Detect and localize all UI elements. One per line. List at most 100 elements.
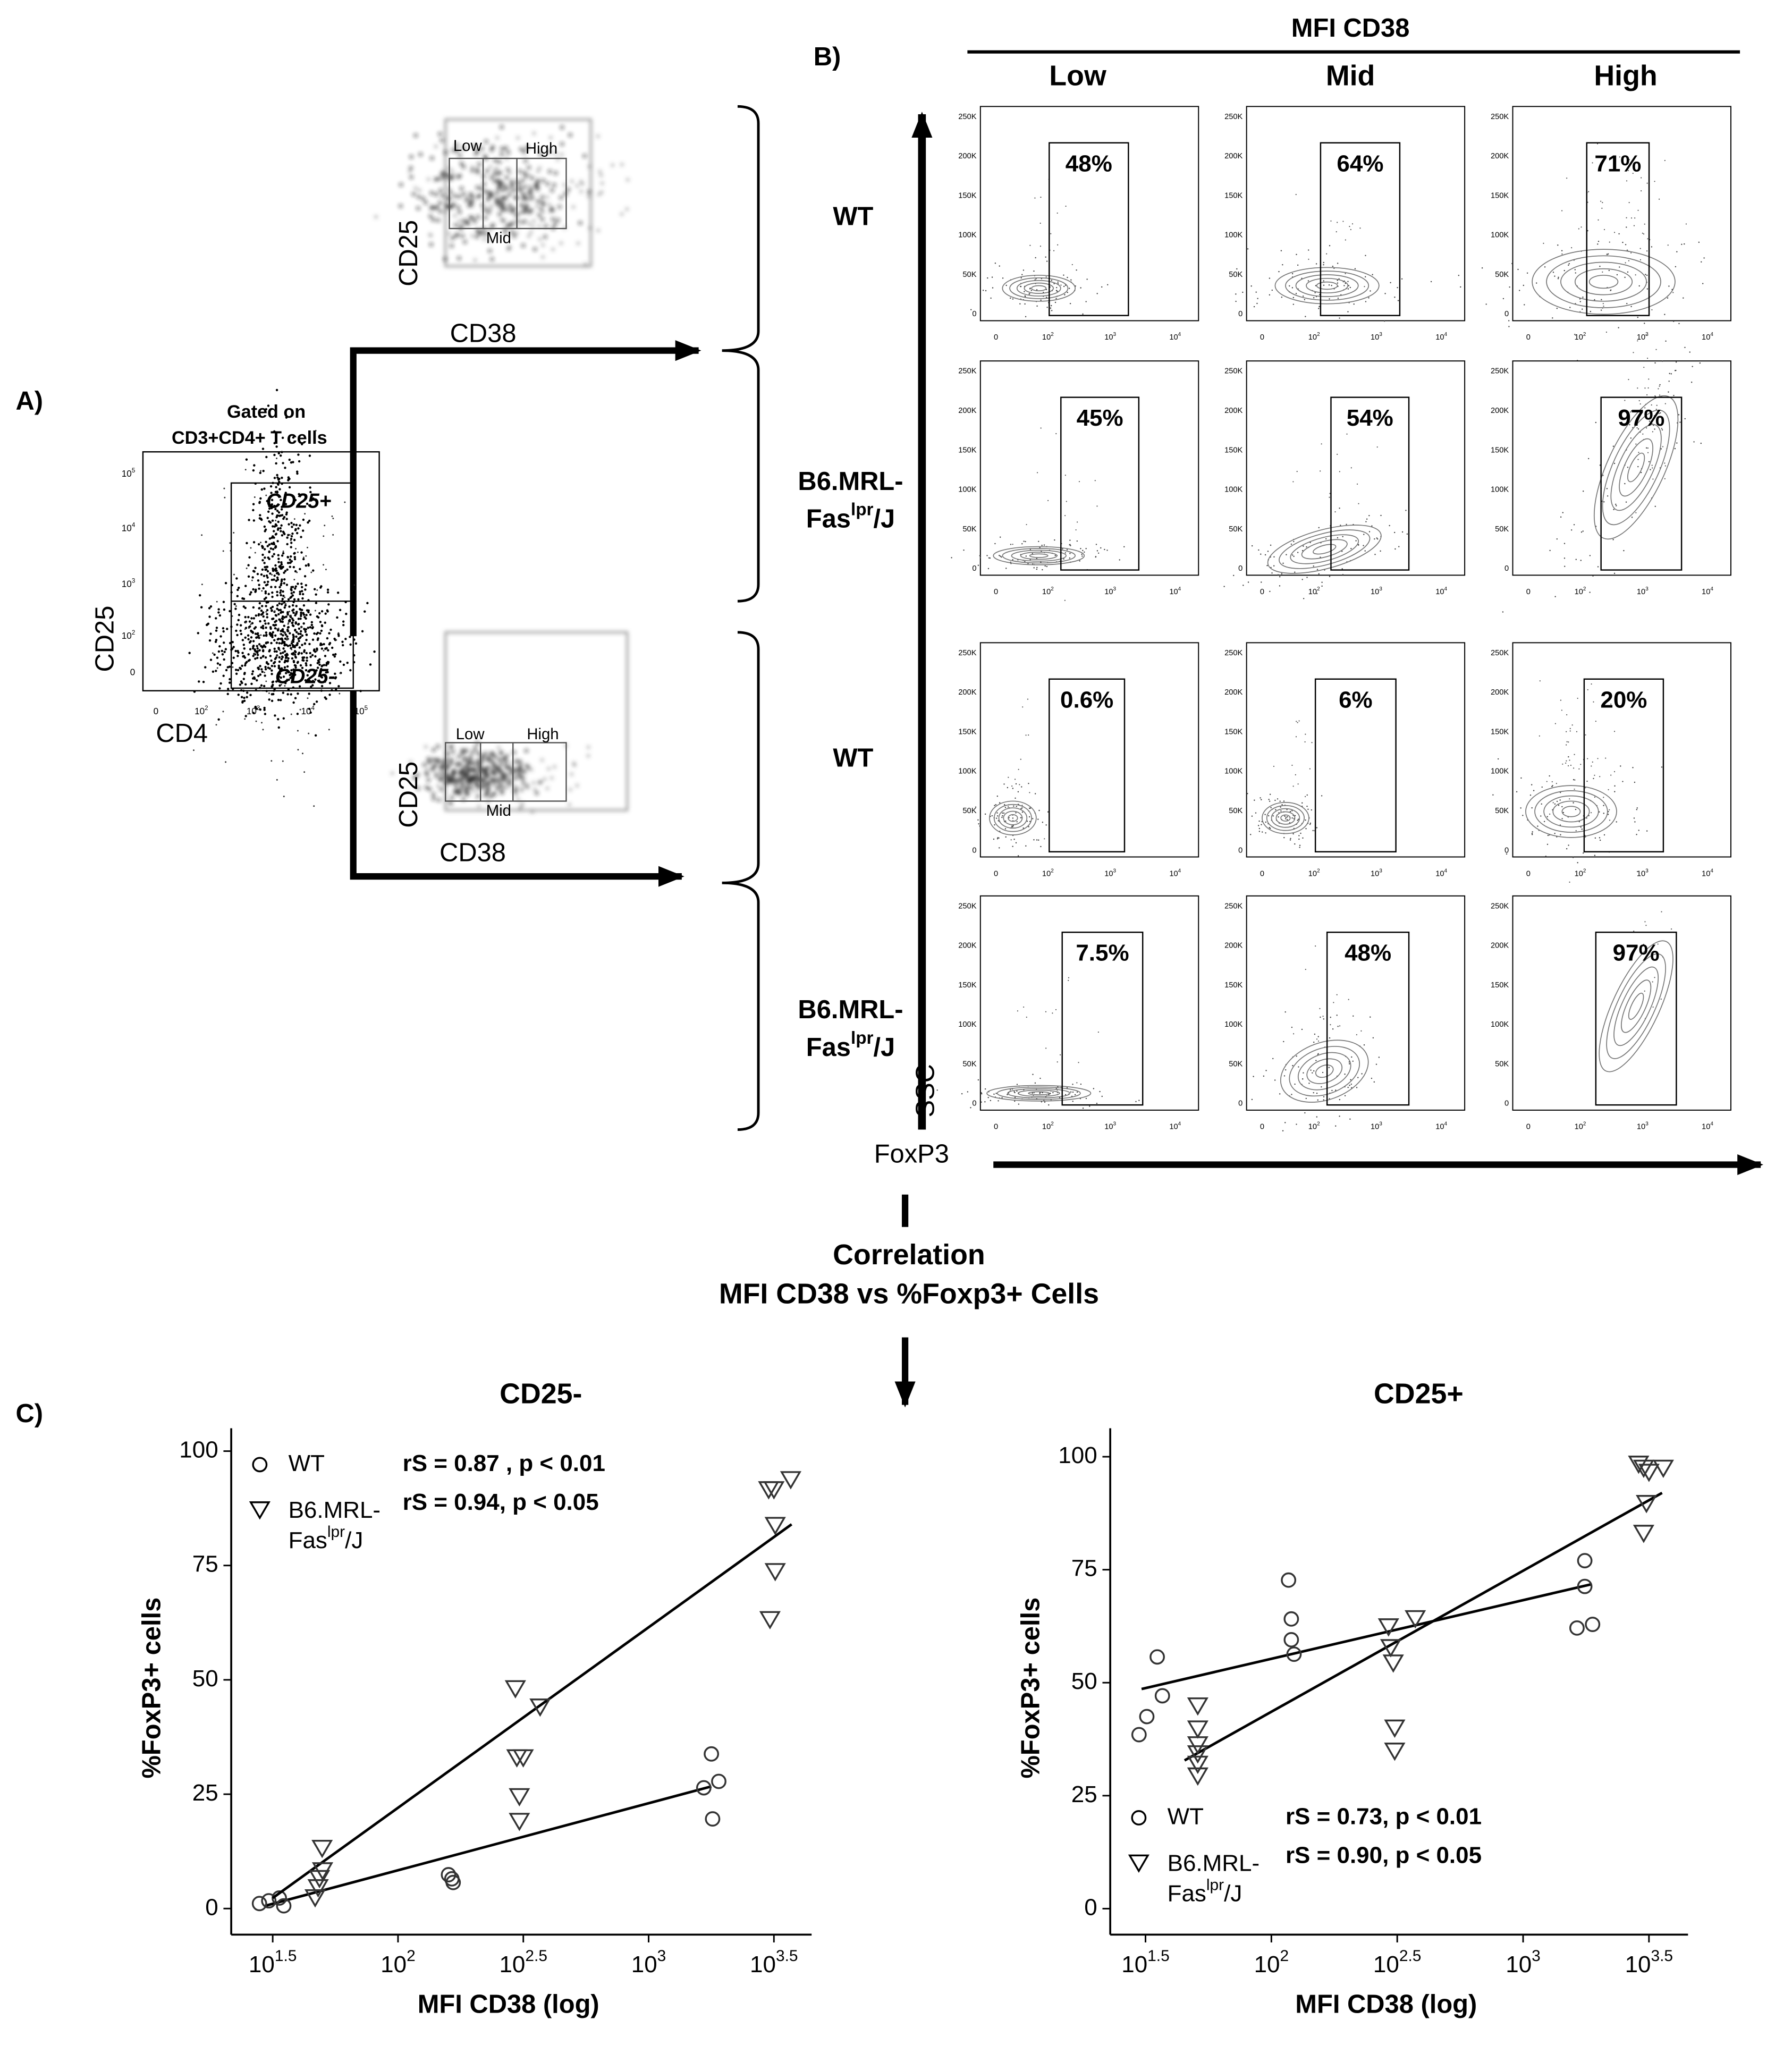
contour: [1613, 966, 1659, 1046]
event-dot: [281, 655, 284, 658]
event-dot: [446, 764, 450, 768]
event-dot: [224, 582, 227, 585]
event-dot: [1639, 248, 1641, 249]
event-dot: [1587, 758, 1588, 759]
event-dot: [1398, 546, 1400, 547]
tick-label: 103: [1371, 332, 1382, 342]
tick-label: 102: [1575, 868, 1586, 878]
event-dot: [487, 786, 491, 790]
event-dot: [1001, 1097, 1003, 1098]
event-dot: [221, 653, 224, 656]
event-dot: [1600, 309, 1602, 311]
event-dot: [1052, 1012, 1053, 1014]
event-dot: [419, 153, 422, 156]
event-dot: [292, 701, 295, 704]
event-dot: [277, 527, 280, 530]
event-dot: [1562, 763, 1563, 765]
event-dot: [259, 708, 262, 711]
event-dot: [488, 766, 491, 768]
y-tick-label: 75: [192, 1551, 218, 1577]
event-dot: [295, 523, 298, 526]
event-dot: [999, 554, 1000, 556]
event-dot: [292, 635, 295, 638]
event-dot: [290, 589, 293, 591]
event-dot: [198, 680, 200, 683]
legend-marker: [1128, 1854, 1149, 1873]
event-dot: [291, 617, 294, 620]
event-dot: [1591, 765, 1592, 767]
event-dot: [1612, 445, 1615, 447]
event-dot: [1316, 1092, 1318, 1094]
contour: [1289, 1046, 1360, 1097]
event-dot: [244, 606, 247, 610]
event-dot: [229, 678, 231, 681]
contour: [1628, 992, 1644, 1020]
event-dot: [1298, 720, 1300, 722]
event-dot: [1291, 1026, 1293, 1028]
event-dot: [1315, 1060, 1317, 1061]
event-dot: [1600, 200, 1602, 202]
event-dot: [523, 770, 527, 773]
event-dot: [496, 767, 498, 770]
event-dot: [462, 224, 464, 226]
event-dot: [1080, 287, 1081, 289]
event-dot: [1293, 1033, 1295, 1035]
contour: [1031, 285, 1047, 292]
event-dot: [527, 787, 529, 789]
tick-label: 150K: [958, 446, 976, 454]
event-dot: [289, 611, 291, 613]
event-dot: [247, 616, 250, 619]
event-dot: [1299, 844, 1301, 846]
event-dot: [251, 622, 254, 624]
event-dot: [307, 697, 309, 699]
event-dot: [496, 770, 498, 772]
event-dot: [309, 711, 312, 714]
event-dot: [570, 773, 573, 776]
event-dot: [284, 682, 287, 685]
event-dot: [1628, 159, 1630, 160]
event-dot: [480, 147, 484, 150]
event-dot: [1076, 521, 1078, 523]
event-dot: [1047, 811, 1049, 813]
event-dot: [993, 838, 995, 840]
event-dot: [275, 650, 278, 653]
event-dot: [1291, 1094, 1292, 1095]
event-dot: [449, 776, 452, 779]
event-dot: [1072, 1101, 1073, 1102]
event-dot: [271, 605, 274, 609]
event-dot: [284, 633, 287, 636]
point: [1283, 1632, 1299, 1647]
event-dot: [1645, 334, 1647, 336]
event-dot: [275, 486, 277, 488]
event-dot: [261, 568, 264, 571]
event-dot: [253, 464, 256, 467]
event-dot: [251, 670, 255, 673]
event-dot: [996, 795, 999, 797]
event-dot: [1028, 816, 1030, 818]
event-dot: [277, 666, 281, 669]
event-dot: [984, 813, 986, 815]
event-dot: [289, 561, 291, 564]
event-dot: [454, 789, 458, 792]
event-dot: [567, 188, 570, 191]
event-dot: [287, 598, 290, 601]
event-dot: [1257, 825, 1260, 826]
event-dot: [273, 536, 275, 539]
event-dot: [275, 620, 278, 622]
event-dot: [286, 665, 289, 668]
event-dot: [473, 767, 477, 771]
event-dot: [289, 596, 292, 599]
event-dot: [1323, 284, 1325, 286]
event-dot: [429, 761, 433, 764]
event-dot: [261, 553, 264, 556]
event-dot: [1560, 834, 1561, 835]
event-dot: [467, 759, 470, 763]
axis-label: CD25: [394, 220, 423, 286]
contour: [1003, 810, 1023, 825]
event-dot: [263, 706, 266, 709]
event-dot: [301, 626, 302, 628]
event-dot: [281, 451, 283, 453]
y-axis-label: %FoxP3+ cells: [137, 1598, 166, 1779]
event-dot: [265, 690, 268, 692]
event-dot: [597, 135, 599, 138]
